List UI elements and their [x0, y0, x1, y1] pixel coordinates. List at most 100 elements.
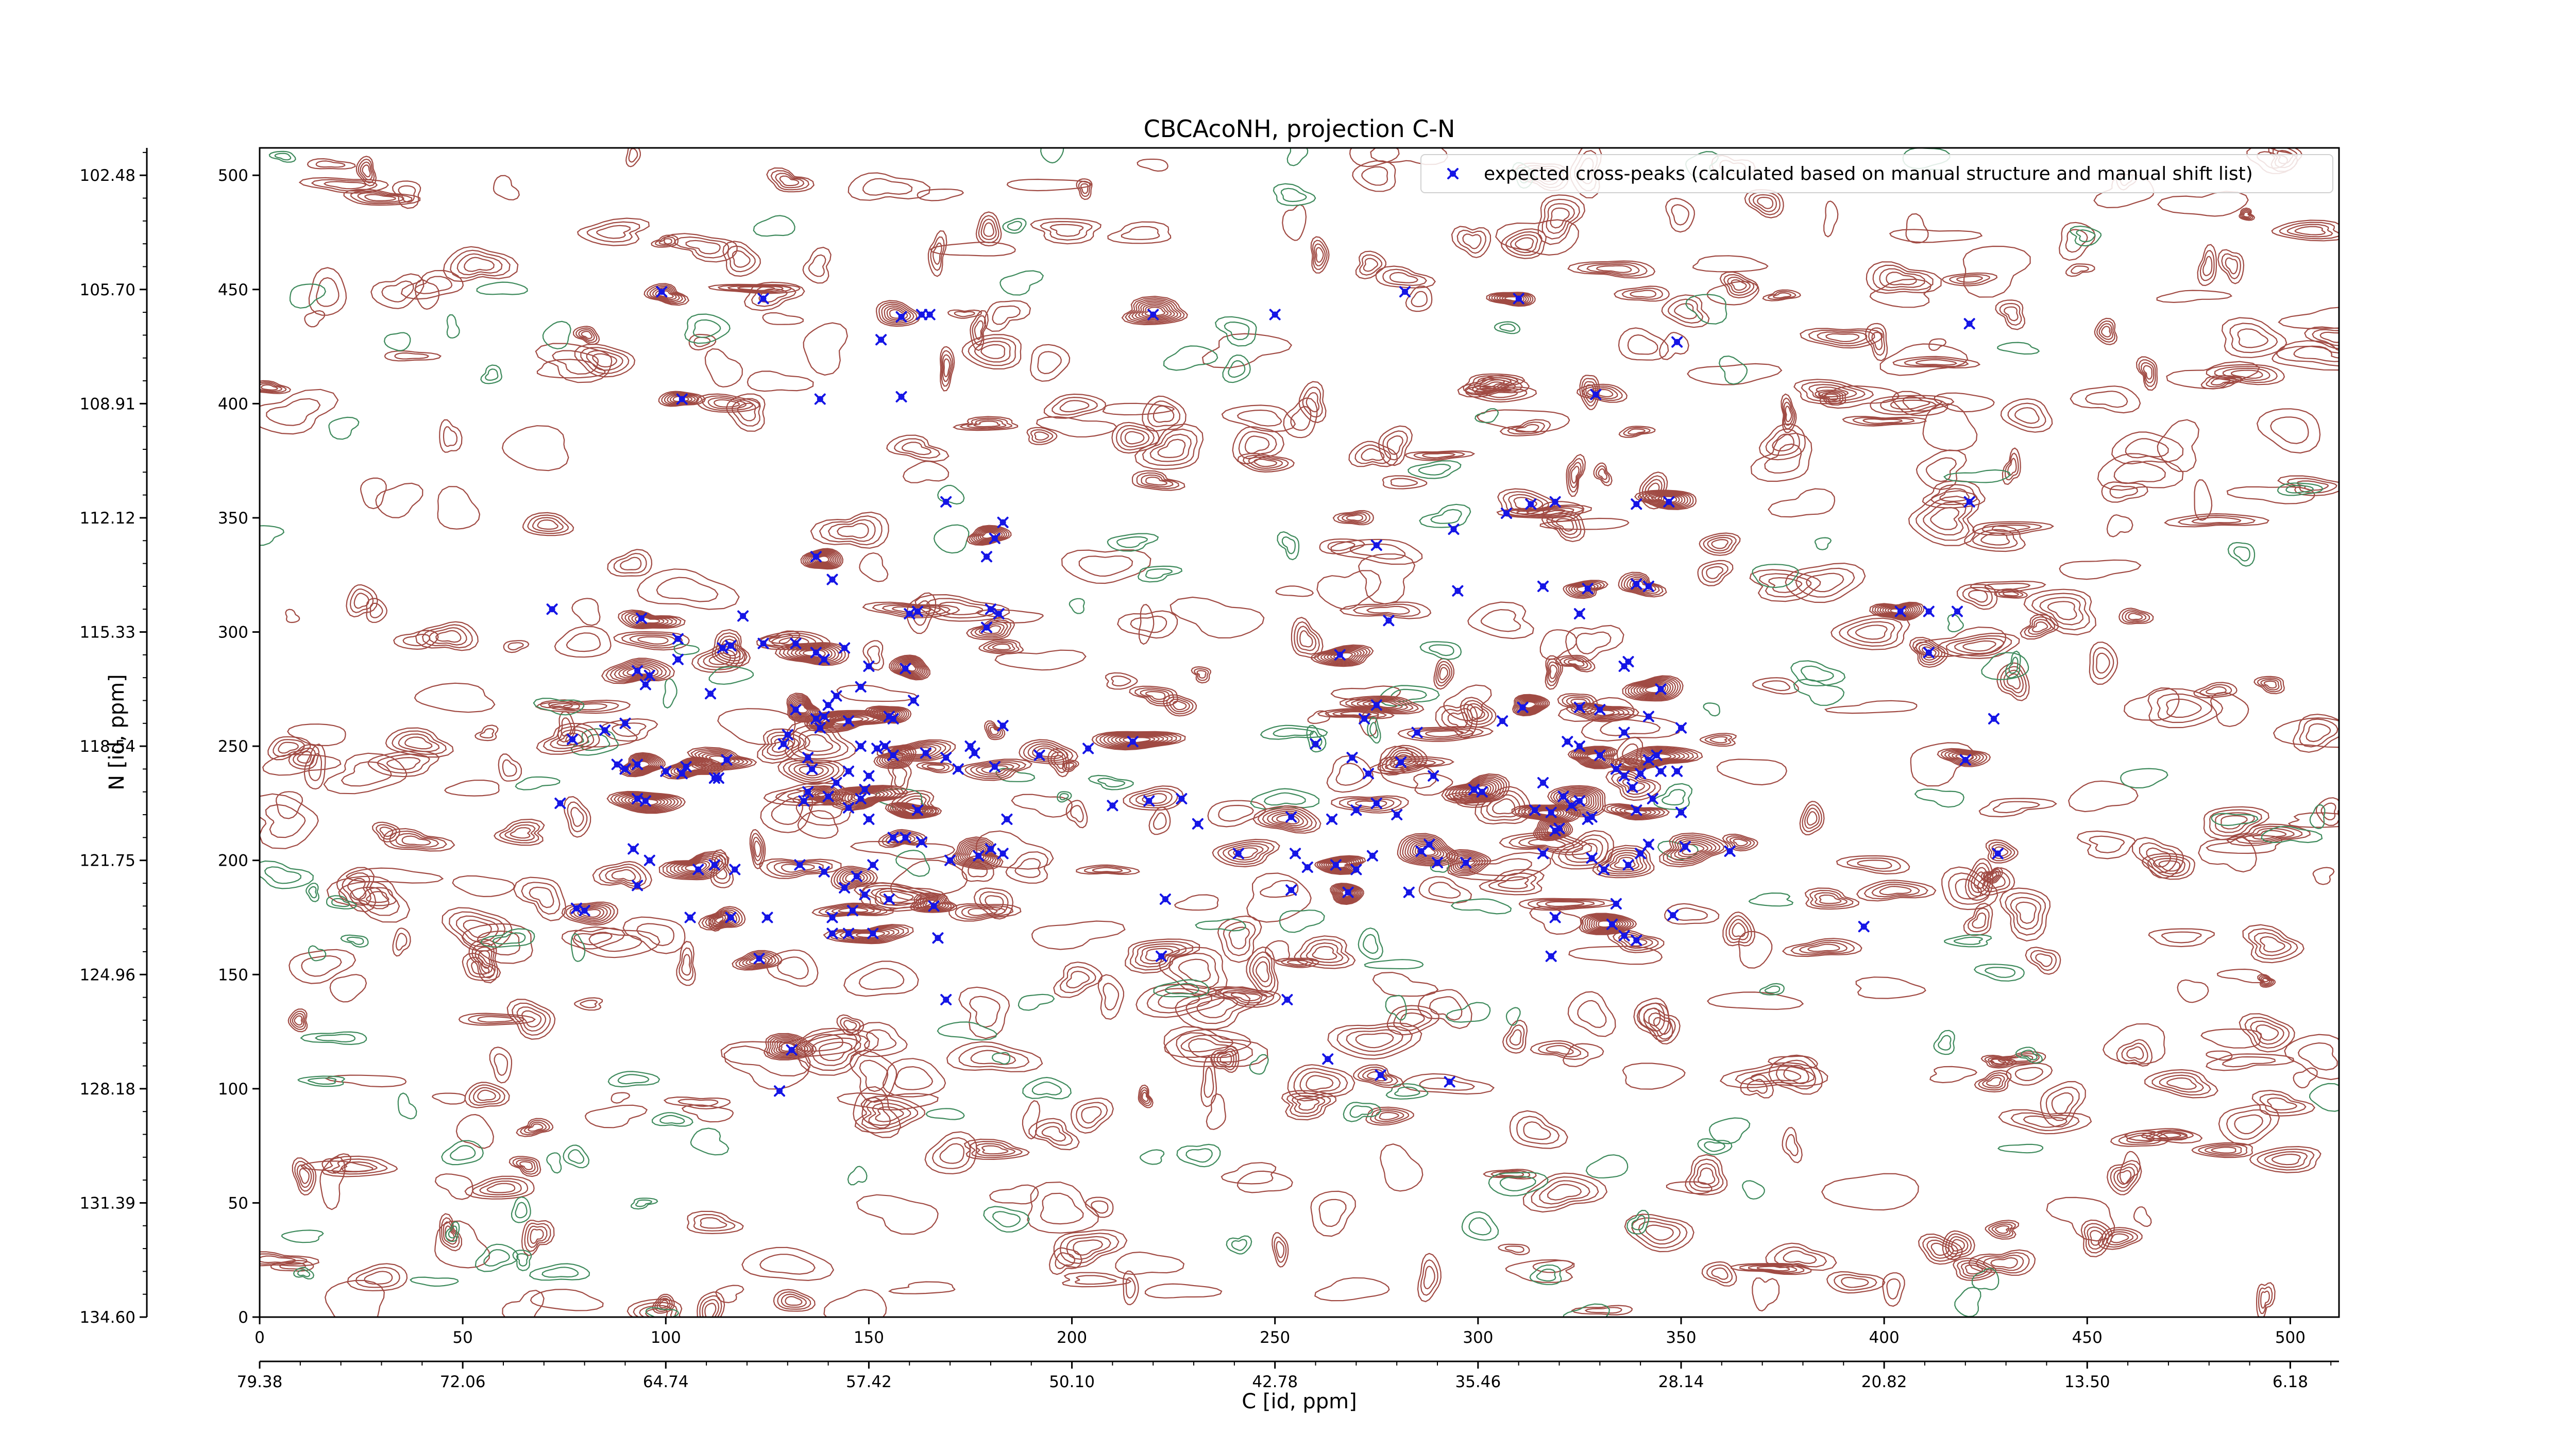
negative-contour-level	[1953, 936, 1984, 945]
peak-contour-level	[881, 830, 924, 847]
noise-contour-level	[1530, 1040, 1589, 1060]
noise-contour-level	[2119, 1151, 2141, 1185]
noise-contour	[975, 609, 1044, 624]
negative-contour	[1153, 979, 1210, 998]
noise-contour-level	[1509, 1029, 1522, 1046]
noise-contour-level	[1361, 166, 1388, 186]
peak-contour-level	[965, 617, 1015, 641]
marker-cross	[554, 797, 566, 809]
negative-contour	[1488, 1172, 1549, 1197]
cross-peak-marker	[599, 724, 611, 736]
cross-peak-marker	[1667, 909, 1679, 921]
noise-contour	[854, 1096, 926, 1134]
noise-contour	[285, 609, 300, 624]
negative-contour	[328, 416, 360, 440]
noise-contour	[1687, 363, 1783, 385]
noise-contour-level	[2225, 257, 2239, 275]
peak-contour-level	[1337, 887, 1357, 900]
noise-contour-level	[2141, 853, 2195, 880]
negative-contour	[1997, 1143, 2044, 1154]
noise-contour-level	[862, 640, 885, 671]
peak-contour-level	[1624, 748, 1694, 767]
noise-contour-level	[882, 1058, 946, 1098]
negative-contour-level	[1394, 1086, 1420, 1097]
marker-cross	[1346, 752, 1358, 764]
noise-contour-level	[2226, 1109, 2272, 1140]
noise-contour	[577, 217, 650, 246]
peak-contour-level	[1589, 709, 1615, 716]
noise-contour-level	[1706, 281, 1760, 306]
noise-contour-level	[1246, 872, 1312, 923]
noise-contour	[1565, 625, 1624, 663]
negative-contour-level	[1176, 1143, 1221, 1168]
noise-contour	[1030, 344, 1071, 382]
negative-contour-level	[1002, 217, 1027, 234]
negative-contour	[446, 314, 460, 339]
cross-peak-marker	[554, 797, 566, 809]
cross-peak-marker	[1301, 862, 1313, 873]
peak-contour-level	[1570, 747, 1616, 768]
cross-peak-marker	[1651, 749, 1663, 761]
marker-cross	[1549, 496, 1561, 508]
cross-peak-marker	[680, 761, 692, 772]
noise-contour-level	[1804, 887, 1860, 910]
peak-contour-level	[877, 829, 927, 848]
y-index-tick-label: 100	[218, 1080, 248, 1099]
noise-contour-level	[1287, 1064, 1355, 1102]
peak-contour-level	[613, 793, 679, 812]
noise-contour-level	[1756, 1266, 1790, 1272]
noise-contour-level	[1852, 417, 1915, 426]
marker-cross	[818, 711, 830, 722]
noise-contour-level	[1790, 939, 1855, 955]
cross-peak-marker	[1082, 743, 1094, 754]
noise-contour-level	[1782, 1126, 1803, 1164]
noise-contour-level	[1028, 1118, 1080, 1151]
cross-peak-marker	[916, 309, 927, 321]
noise-contour-level	[519, 1161, 533, 1171]
noise-contour-level	[349, 588, 374, 613]
marker-cross	[1476, 786, 1488, 798]
legend-marker	[1447, 168, 1459, 179]
marker-cross	[708, 772, 720, 784]
peak-contour-level	[837, 907, 869, 913]
peak-contour-level	[649, 285, 684, 303]
noise-contour-level	[1419, 1077, 1476, 1091]
noise-contour-level	[260, 381, 287, 393]
marker-cross	[680, 761, 692, 772]
noise-contour	[1706, 281, 1760, 306]
peak-contour-level	[964, 846, 990, 863]
negative-contour	[663, 678, 677, 709]
peak-contour-level	[1330, 861, 1350, 869]
marker-cross	[737, 610, 749, 622]
noise-contour-level	[530, 1228, 544, 1244]
peak-contour-level	[1412, 842, 1442, 859]
noise-contour-level	[1117, 610, 1178, 639]
y-ppm-tick-label: 118.54	[80, 737, 135, 756]
noise-contour-level	[1821, 1173, 1919, 1211]
noise-contour-level	[1483, 1169, 1537, 1180]
noise-contour	[1027, 1181, 1099, 1234]
noise-contour-level	[986, 722, 1004, 738]
noise-contour-level	[836, 1092, 939, 1111]
cross-peak-marker	[843, 765, 854, 777]
noise-contour	[917, 188, 964, 201]
peak-contour-level	[569, 904, 612, 923]
marker-cross	[1642, 838, 1654, 850]
cross-peak-marker	[826, 574, 838, 585]
noise-contour-level	[1207, 800, 1267, 828]
noise-contour-level	[1435, 703, 1478, 738]
cross-peak-marker	[660, 765, 672, 777]
noise-contour-level	[1722, 911, 1755, 947]
noise-contour-level	[1206, 1093, 1227, 1130]
noise-contour-level	[717, 284, 792, 293]
cross-peak-marker	[1322, 1053, 1334, 1065]
noise-contour-level	[1824, 700, 1918, 714]
noise-contour-level	[1193, 668, 1209, 681]
negative-contour-level	[260, 525, 285, 546]
noise-contour-level	[681, 954, 691, 976]
cross-peak-marker	[790, 704, 802, 716]
noise-contour-level	[1953, 1257, 1996, 1282]
marker-cross	[1310, 738, 1321, 750]
noise-contour	[1467, 601, 1534, 639]
peak-contour-level	[655, 289, 677, 300]
